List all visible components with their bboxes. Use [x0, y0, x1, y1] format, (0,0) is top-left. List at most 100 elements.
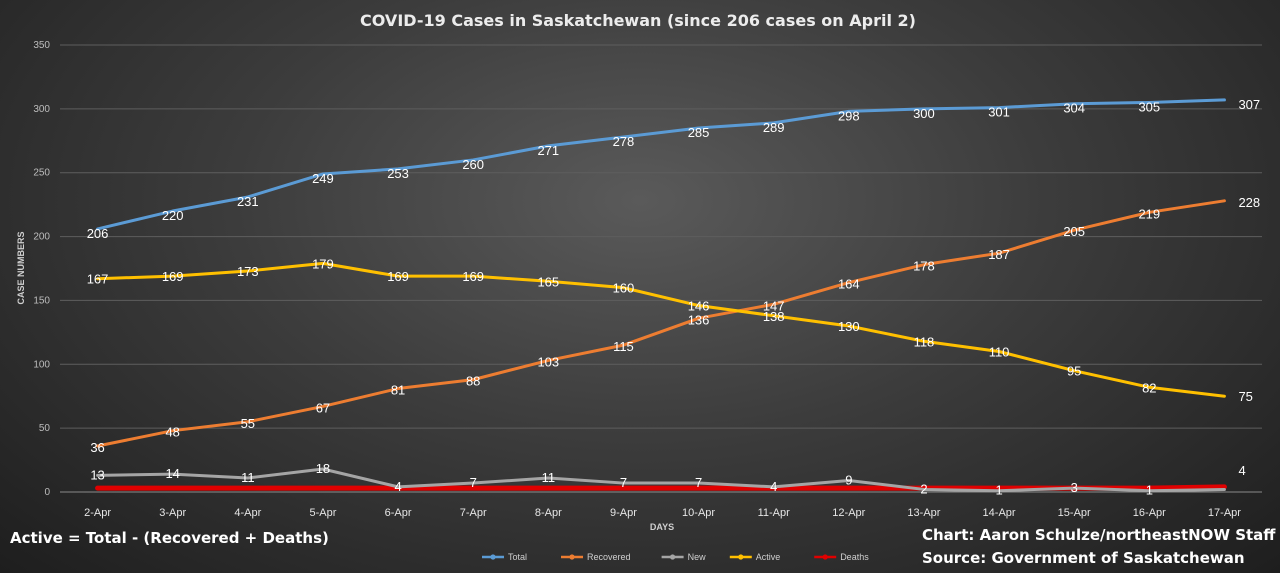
data-label-new: 18 [316, 461, 330, 476]
data-label-recovered: 136 [688, 312, 710, 327]
series-line-new [96, 467, 1226, 493]
data-label-recovered: 147 [763, 298, 785, 313]
data-label-recovered: 228 [1238, 195, 1260, 210]
data-label-new: 3 [1071, 480, 1078, 495]
data-label-recovered: 36 [90, 440, 104, 455]
data-label-total: 271 [537, 143, 559, 158]
legend-label-recovered: Recovered [587, 552, 631, 562]
x-tick-label: 2-Apr [84, 507, 111, 519]
data-label-total: 206 [87, 226, 109, 241]
data-label-new: 2 [920, 481, 927, 496]
data-label-new: 11 [542, 470, 556, 485]
data-label-recovered: 164 [838, 277, 860, 292]
data-label-deaths: 4 [1238, 463, 1245, 478]
data-label-new: 7 [620, 475, 627, 490]
data-label-total: 304 [1063, 101, 1085, 116]
data-label-recovered: 205 [1063, 224, 1085, 239]
x-axis-ticks: 2-Apr 3-Apr 4-Apr 5-Apr 6-Apr 7-Apr 8-Apr 9-Apr… [84, 507, 1241, 519]
formula-note: Active = Total - (Recovered + Deaths) [10, 529, 329, 547]
series-lines [95, 98, 1227, 493]
legend-label-deaths: Deaths [840, 552, 869, 562]
y-tick-label: 250 [33, 168, 50, 179]
x-tick-label: 6-Apr [385, 507, 412, 519]
data-label-recovered: 81 [391, 383, 405, 398]
data-label-new: 14 [165, 466, 179, 481]
x-tick-label: 4-Apr [234, 507, 261, 519]
data-label-total: 231 [237, 194, 259, 209]
x-tick-label: 8-Apr [535, 507, 562, 519]
legend-marker-new [670, 554, 676, 560]
x-tick-label: 7-Apr [460, 507, 487, 519]
data-label-new: 1 [995, 483, 1002, 498]
data-label-total: 300 [913, 106, 935, 121]
data-label-recovered: 219 [1138, 206, 1160, 221]
data-label-active: 169 [162, 269, 184, 284]
legend-marker-total [490, 554, 496, 560]
data-label-total: 285 [688, 125, 710, 140]
chart-title: COVID-19 Cases in Saskatchewan (since 20… [360, 11, 916, 30]
data-label-active: 130 [838, 319, 860, 334]
data-label-new: 4 [770, 479, 777, 494]
legend-marker-recovered [569, 554, 575, 560]
data-label-new: 7 [470, 475, 477, 490]
x-tick-label: 13-Apr [907, 507, 940, 519]
data-label-active: 95 [1067, 364, 1081, 379]
data-label-total: 278 [613, 134, 635, 149]
x-tick-label: 14-Apr [983, 507, 1016, 519]
data-label-total: 249 [312, 171, 334, 186]
data-label-active: 118 [914, 334, 935, 349]
data-label-new: 4 [394, 479, 401, 494]
x-tick-label: 12-Apr [832, 507, 865, 519]
x-tick-label: 15-Apr [1058, 507, 1091, 519]
data-label-new: 13 [90, 467, 104, 482]
x-tick-label: 16-Apr [1133, 507, 1166, 519]
data-label-active: 169 [387, 269, 409, 284]
source-note: Source: Government of Saskatchewan [922, 549, 1245, 567]
data-label-active: 160 [613, 281, 635, 296]
y-tick-label: 150 [33, 295, 50, 306]
data-label-active: 179 [312, 256, 334, 271]
data-label-total: 305 [1138, 99, 1160, 114]
data-label-recovered: 55 [241, 416, 255, 431]
y-tick-label: 0 [44, 487, 50, 498]
y-axis-title: CASE NUMBERS [16, 231, 26, 304]
data-label-active: 167 [87, 272, 109, 287]
data-label-total: 301 [988, 105, 1010, 120]
x-tick-label: 5-Apr [309, 507, 336, 519]
legend-label-total: Total [508, 552, 527, 562]
data-label-total: 260 [462, 157, 484, 172]
x-axis-title: DAYS [650, 522, 674, 532]
data-label-active: 82 [1142, 380, 1156, 395]
data-label-new: 1 [1146, 483, 1153, 498]
legend-marker-deaths [822, 554, 828, 560]
data-label-recovered: 115 [613, 339, 634, 354]
series-line-active [96, 261, 1226, 398]
data-label-active: 173 [237, 264, 259, 279]
y-axis-ticks: 0 50 100 150 200 250 300 350 [33, 40, 50, 498]
credit-note: Chart: Aaron Schulze/northeastNOW Staff [922, 526, 1276, 544]
x-tick-label: 3-Apr [159, 507, 186, 519]
x-tick-label: 17-Apr [1208, 507, 1241, 519]
data-label-active: 110 [989, 345, 1010, 360]
x-tick-label: 10-Apr [682, 507, 715, 519]
series-line-total [96, 98, 1226, 231]
legend-label-new: New [688, 552, 707, 562]
data-label-active: 146 [688, 299, 710, 314]
data-label-active: 138 [763, 309, 785, 324]
data-label-total: 298 [838, 108, 860, 123]
gridlines [60, 44, 1262, 493]
x-tick-label: 11-Apr [758, 507, 791, 519]
data-label-total: 253 [387, 166, 409, 181]
data-label-recovered: 187 [988, 247, 1010, 262]
data-label-new: 7 [695, 475, 702, 490]
y-tick-label: 200 [33, 232, 50, 243]
y-tick-label: 100 [33, 359, 50, 370]
data-label-recovered: 103 [537, 354, 559, 369]
data-label-new: 11 [241, 470, 255, 485]
data-label-active: 169 [462, 269, 484, 284]
y-tick-label: 300 [33, 104, 50, 115]
y-tick-label: 50 [39, 423, 51, 434]
y-tick-label: 350 [33, 40, 50, 51]
data-label-new: 9 [845, 473, 852, 488]
